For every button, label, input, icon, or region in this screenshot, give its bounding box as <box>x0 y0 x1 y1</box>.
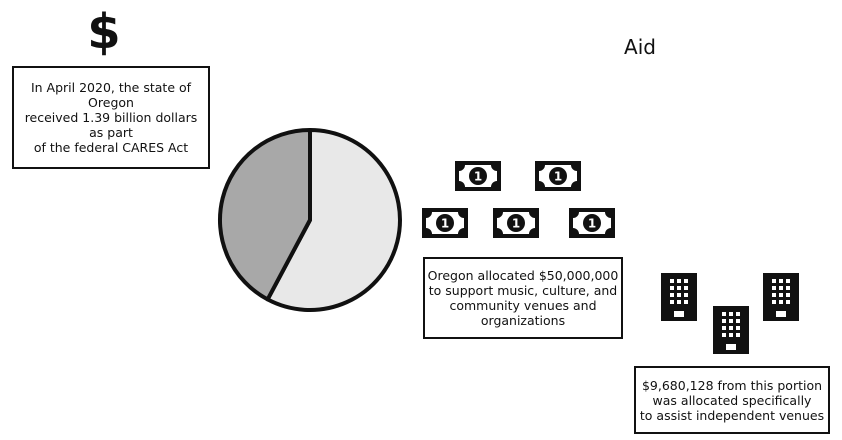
bill-label: 1 <box>554 170 562 184</box>
pie-chart <box>218 128 402 312</box>
dollar-bill-icon: 1 <box>493 208 539 238</box>
cares-note-line: as part <box>89 125 133 140</box>
dollar-bill-icon: 1 <box>569 208 615 238</box>
pie-slice-small <box>218 128 312 302</box>
dollar-bill-icon: 1 <box>535 161 581 191</box>
dollar-bill-icon: 1 <box>422 208 468 238</box>
cares-act-note: In April 2020, the state of Oregon recei… <box>12 66 210 169</box>
cares-note-line: Oregon <box>88 95 134 110</box>
dollar-sign-icon: $ <box>87 4 121 60</box>
independent-venues-note: $9,680,128 from this portion was allocat… <box>634 366 830 434</box>
oregon-note-line: organizations <box>480 313 566 328</box>
bill-label: 1 <box>588 217 596 231</box>
oregon-note-line: Oregon allocated $50,000,000 <box>427 268 619 283</box>
building-icon <box>713 306 749 354</box>
oregon-note-line: to support music, culture, and <box>428 283 618 298</box>
aid-title: Aid <box>624 35 656 59</box>
bill-label: 1 <box>441 217 449 231</box>
cares-note-line: In April 2020, the state of <box>30 80 192 95</box>
venues-note-line: to assist independent venues <box>639 407 825 423</box>
dollar-bill-icon: 1 <box>455 161 501 191</box>
oregon-note-line: community venues and <box>449 298 597 313</box>
bill-label: 1 <box>512 217 520 231</box>
building-icon <box>661 273 697 321</box>
venues-note-line: was allocated specifically <box>652 392 812 408</box>
venues-note-line: $9,680,128 from this portion <box>641 377 823 393</box>
cares-note-line: of the federal CARES Act <box>33 140 189 155</box>
building-icon <box>763 273 799 321</box>
cares-note-line: received 1.39 billion dollars <box>24 110 198 125</box>
bill-label: 1 <box>474 170 482 184</box>
pie-slice-large <box>265 128 402 312</box>
oregon-allocation-note: Oregon allocated $50,000,000 to support … <box>423 257 623 339</box>
